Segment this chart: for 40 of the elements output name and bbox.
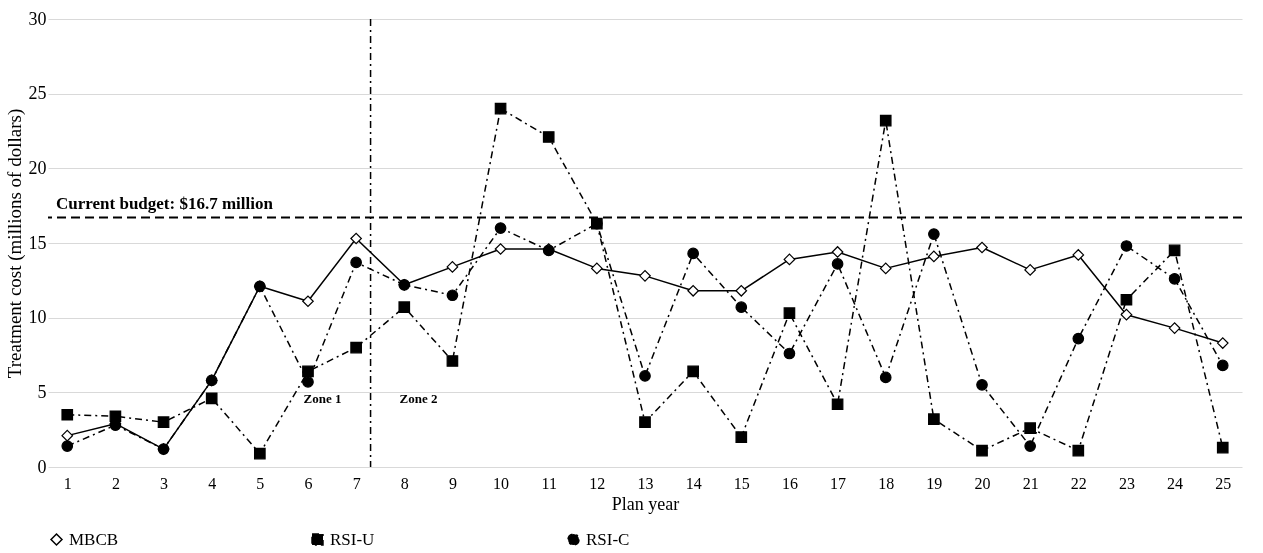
x-tick-label: 19 (926, 474, 943, 492)
x-tick-label: 7 (352, 474, 361, 492)
x-tick-label: 4 (208, 474, 217, 492)
legend-label: RSI-U (330, 529, 375, 549)
x-tick-label: 15 (733, 474, 750, 492)
legend-label: MBCB (69, 529, 119, 549)
y-tick-label: 25 (28, 83, 47, 104)
x-tick-label: 14 (685, 474, 702, 492)
x-tick-label: 16 (781, 474, 798, 492)
y-tick-label: 30 (28, 8, 47, 29)
annotation: Zone 2 (399, 391, 438, 406)
legend-label: RSI-C (586, 529, 630, 549)
y-axis-title: Treatment cost (millions of dollars) (3, 108, 26, 379)
x-tick-label: 24 (1167, 474, 1184, 492)
x-tick-label: 18 (878, 474, 895, 492)
x-tick-label: 9 (448, 474, 457, 492)
x-tick-label: 20 (974, 474, 991, 492)
x-tick-label: 11 (541, 474, 557, 492)
y-tick-label: 10 (28, 307, 47, 328)
x-tick-label: 21 (1022, 474, 1039, 492)
y-tick-label: 5 (37, 381, 47, 402)
x-tick-label: 8 (400, 474, 409, 492)
x-tick-label: 25 (1215, 474, 1232, 492)
x-tick-label: 17 (830, 474, 847, 492)
y-tick-label: 0 (37, 456, 47, 477)
x-tick-label: 13 (637, 474, 654, 492)
x-tick-label: 10 (493, 474, 510, 492)
x-tick-label: 6 (304, 474, 313, 492)
annotation: Zone 1 (303, 391, 342, 406)
x-tick-label: 5 (256, 474, 265, 492)
ref-line-label: Current budget: $16.7 million (56, 193, 274, 213)
x-tick-label: 2 (111, 474, 120, 492)
x-tick-label: 1 (63, 474, 72, 492)
x-tick-label: 22 (1070, 474, 1087, 492)
y-tick-label: 15 (28, 232, 47, 253)
x-axis-title: Plan year (611, 493, 680, 514)
x-tick-label: 3 (160, 474, 169, 492)
y-tick-label: 20 (28, 157, 47, 178)
x-tick-label: 12 (589, 474, 606, 492)
x-tick-label: 23 (1118, 474, 1135, 492)
